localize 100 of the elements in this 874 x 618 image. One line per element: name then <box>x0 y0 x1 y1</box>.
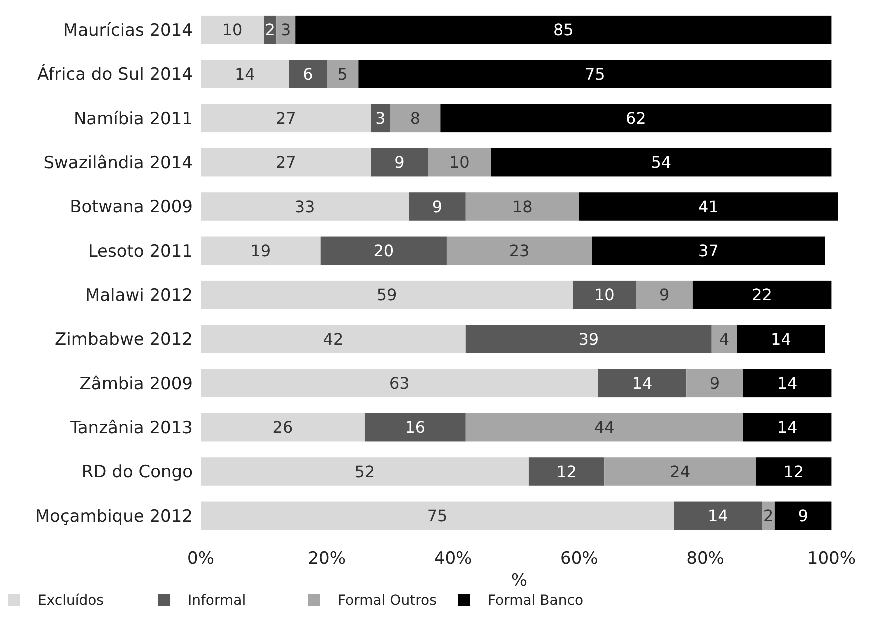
y-tick-label: Tanzânia 2013 <box>69 418 193 439</box>
bar <box>743 369 832 398</box>
bar <box>201 148 372 177</box>
data-label: 14 <box>234 64 256 84</box>
data-label: 9 <box>659 286 670 305</box>
bar <box>712 325 738 354</box>
data-label: 10 <box>222 20 243 40</box>
bar <box>201 458 529 486</box>
bar <box>579 192 838 221</box>
bar <box>428 148 492 177</box>
data-label: 85 <box>553 20 574 40</box>
data-label: 75 <box>427 506 448 526</box>
bar <box>756 458 832 486</box>
data-label: 2 <box>265 20 276 40</box>
data-label: 8 <box>410 109 421 128</box>
y-tick-label: Malawi 2012 <box>85 286 193 306</box>
bar <box>201 325 466 354</box>
data-label: 63 <box>389 374 410 394</box>
data-label: 12 <box>556 462 577 482</box>
data-label: 4 <box>719 330 730 349</box>
y-tick-label: Swazilândia 2014 <box>44 154 193 174</box>
bar <box>201 60 290 88</box>
bar <box>201 280 574 310</box>
data-label: 52 <box>354 462 376 482</box>
data-label: 54 <box>651 153 672 172</box>
x-tick-label: 80% <box>686 548 724 569</box>
y-tick-label: Lesoto 2011 <box>88 242 193 262</box>
data-label: 3 <box>281 20 292 40</box>
legend-label: Formal Banco <box>488 592 584 609</box>
data-label: 27 <box>276 109 296 128</box>
bar <box>276 16 296 44</box>
data-label: 9 <box>432 197 443 216</box>
data-label: 62 <box>626 109 646 128</box>
data-label: 16 <box>405 418 426 438</box>
data-label: 14 <box>777 418 798 438</box>
bar <box>774 502 832 530</box>
data-label: 39 <box>578 330 600 349</box>
legend-label: Excluídos <box>38 592 104 609</box>
data-label: 5 <box>338 64 348 84</box>
y-tick-label: Botwana 2009 <box>70 198 193 218</box>
data-label: 14 <box>777 374 798 394</box>
data-label: 2 <box>764 506 774 526</box>
bar <box>737 325 826 354</box>
data-label: 59 <box>376 286 398 305</box>
data-label: 42 <box>323 330 344 349</box>
bar <box>364 413 466 442</box>
bar <box>201 502 674 530</box>
data-label: 9 <box>394 153 405 172</box>
bar <box>592 236 826 266</box>
data-label: 26 <box>272 418 294 438</box>
bar <box>201 192 410 221</box>
y-tick-label: Moçambique 2012 <box>35 506 193 527</box>
data-label: 20 <box>374 242 394 261</box>
data-label: 24 <box>670 462 691 482</box>
x-tick-label: 20% <box>308 548 346 569</box>
data-label: 9 <box>710 374 720 394</box>
data-label: 27 <box>276 153 296 172</box>
x-tick-label: 100% <box>807 548 856 569</box>
data-label: 14 <box>708 506 728 526</box>
data-label: 75 <box>585 64 606 84</box>
bar <box>466 325 712 354</box>
data-label: 14 <box>632 374 653 394</box>
bar <box>674 502 762 530</box>
bar <box>201 236 321 266</box>
bar <box>327 60 359 88</box>
data-label: 3 <box>376 109 386 128</box>
data-label: 44 <box>594 418 615 438</box>
y-tick-label: Namíbia 2011 <box>74 109 193 130</box>
x-tick-label: 0% <box>188 548 214 569</box>
y-tick-label: Maurícias 2014 <box>63 21 193 42</box>
bar <box>440 104 832 133</box>
bar <box>491 148 832 177</box>
data-label: 22 <box>752 286 772 305</box>
x-tick-label: 40% <box>434 548 472 569</box>
bar <box>692 280 832 310</box>
bar <box>320 236 447 266</box>
bar <box>201 16 264 44</box>
data-label: 12 <box>784 462 804 482</box>
bar <box>289 60 328 88</box>
bar <box>636 280 693 310</box>
bar <box>371 148 428 177</box>
x-axis-title: % <box>511 570 528 591</box>
bar <box>466 192 580 221</box>
data-label: 33 <box>294 197 316 216</box>
y-tick-label: RD do Congo <box>82 462 193 483</box>
y-tick-label: África do Sul 2014 <box>38 64 193 86</box>
bar <box>604 458 756 486</box>
bar <box>201 104 372 133</box>
data-label: 10 <box>594 286 615 305</box>
bar <box>743 413 832 442</box>
data-label: 23 <box>509 242 530 261</box>
data-label: 19 <box>250 242 272 261</box>
bar <box>390 104 441 133</box>
legend-label: Formal Outros <box>338 592 437 609</box>
bar <box>201 413 365 442</box>
bar <box>409 192 466 221</box>
bar <box>358 60 832 88</box>
bar <box>201 369 598 398</box>
data-label: 9 <box>798 506 808 526</box>
x-tick-label: 60% <box>560 548 598 569</box>
